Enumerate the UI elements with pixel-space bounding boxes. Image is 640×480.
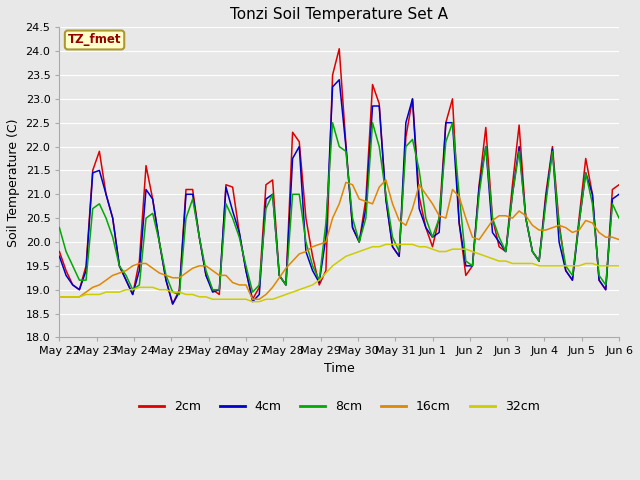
X-axis label: Time: Time	[324, 362, 355, 375]
Text: TZ_fmet: TZ_fmet	[68, 34, 122, 47]
Y-axis label: Soil Temperature (C): Soil Temperature (C)	[7, 118, 20, 247]
Title: Tonzi Soil Temperature Set A: Tonzi Soil Temperature Set A	[230, 7, 448, 22]
Legend: 2cm, 4cm, 8cm, 16cm, 32cm: 2cm, 4cm, 8cm, 16cm, 32cm	[134, 395, 545, 418]
